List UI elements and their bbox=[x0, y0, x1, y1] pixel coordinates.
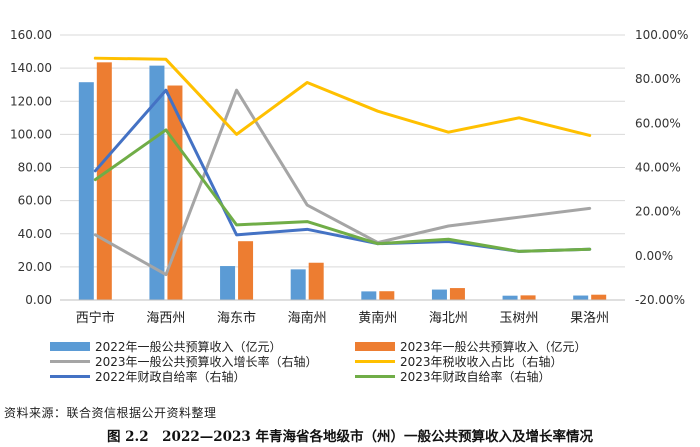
bar bbox=[431, 289, 447, 300]
y-left-tick-label: 100.00 bbox=[10, 127, 52, 141]
y-right-tick-label: 60.00% bbox=[635, 116, 681, 130]
bar bbox=[149, 65, 165, 300]
legend-swatch bbox=[355, 342, 395, 351]
source-note: 资料来源：联合资信根据公开资料整理 bbox=[4, 406, 217, 420]
bar bbox=[379, 291, 395, 300]
bar bbox=[449, 288, 465, 300]
x-category-label: 黄南州 bbox=[358, 310, 397, 326]
y-left-tick-label: 80.00 bbox=[18, 161, 52, 175]
series-line bbox=[93, 56, 592, 137]
bar bbox=[290, 269, 306, 300]
legend-label: 2023年一般公共预算收入增长率（右轴） bbox=[95, 354, 318, 369]
legend-label: 2023年一般公共预算收入（亿元） bbox=[400, 339, 587, 354]
y-right-tick-label: 80.00% bbox=[635, 72, 681, 86]
figure-caption: 图 2.2 2022—2023 年青海省各地级市（州）一般公共预算收入及增长率情… bbox=[106, 429, 594, 445]
bar bbox=[220, 266, 236, 300]
bar bbox=[238, 241, 254, 300]
y-left-tick-label: 120.00 bbox=[10, 94, 52, 108]
legend-label: 2022年财政自给率（右轴） bbox=[95, 369, 246, 384]
bar bbox=[78, 82, 94, 300]
x-category-label: 果洛州 bbox=[570, 311, 609, 326]
legend: 2022年一般公共预算收入（亿元） 2023年一般公共预算收入（亿元） 2023年一… bbox=[50, 339, 587, 384]
y-left-tick-label: 20.00 bbox=[18, 260, 52, 274]
x-category-label: 海南州 bbox=[288, 310, 327, 326]
bar bbox=[96, 62, 112, 300]
bars bbox=[78, 62, 607, 300]
y-right-tick-label: 20.00% bbox=[635, 205, 681, 219]
y-right-tick-label: 100.00% bbox=[635, 28, 688, 42]
legend-swatch bbox=[50, 342, 90, 351]
lines bbox=[93, 56, 592, 277]
y-left-tick-label: 160.00 bbox=[10, 28, 52, 42]
legend-label: 2023年税收收入占比（右轴） bbox=[400, 354, 563, 369]
bar bbox=[591, 294, 607, 300]
legend-label: 2022年一般公共预算收入（亿元） bbox=[95, 339, 282, 354]
x-category-label: 海西州 bbox=[146, 311, 185, 326]
chart: 0.00 20.00 40.00 60.00 80.00 100.00 120.00 140.… bbox=[10, 28, 688, 384]
series-line bbox=[93, 88, 592, 277]
y-left-tick-label: 0.00 bbox=[25, 293, 52, 307]
y-right-tick-label: 40.00% bbox=[635, 161, 681, 175]
y-left-tick-label: 60.00 bbox=[18, 194, 52, 208]
bar bbox=[308, 262, 324, 300]
y-left-tick-label: 40.00 bbox=[18, 227, 52, 241]
axes: 0.00 20.00 40.00 60.00 80.00 100.00 120.00 140.… bbox=[10, 28, 688, 326]
bar bbox=[361, 291, 377, 300]
y-right-tick-label: -20.00% bbox=[635, 293, 685, 307]
x-category-label: 海北州 bbox=[429, 311, 468, 326]
grid-lines bbox=[60, 34, 625, 301]
bar bbox=[502, 295, 518, 300]
legend-label: 2023年财政自给率（右轴） bbox=[400, 369, 551, 384]
bar bbox=[573, 295, 589, 300]
x-category-label: 玉树州 bbox=[500, 311, 539, 326]
y-left-tick-label: 140.00 bbox=[10, 61, 52, 75]
y-right-tick-label: 0.00% bbox=[635, 249, 673, 263]
bar bbox=[520, 295, 536, 300]
x-category-label: 西宁市 bbox=[76, 310, 115, 326]
x-category-label: 海东市 bbox=[217, 310, 256, 326]
series-line bbox=[93, 128, 592, 253]
